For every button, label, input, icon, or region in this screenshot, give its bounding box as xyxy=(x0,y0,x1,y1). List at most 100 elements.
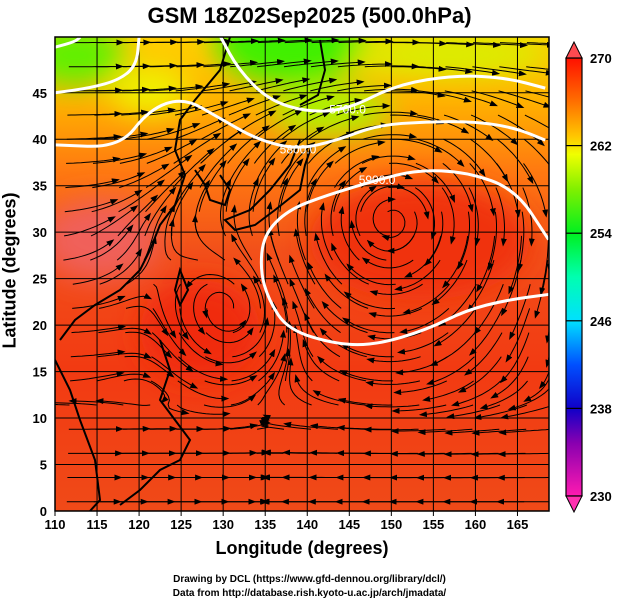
streamline xyxy=(311,37,367,44)
plot-frame xyxy=(54,36,550,512)
streamline xyxy=(201,113,252,140)
streamline xyxy=(498,90,549,108)
streamline xyxy=(394,259,441,292)
streamline xyxy=(173,132,222,164)
streamline xyxy=(145,170,186,213)
streamline xyxy=(253,275,266,333)
streamline xyxy=(253,140,288,188)
streamline xyxy=(507,388,549,411)
streamline xyxy=(340,343,394,358)
streamline xyxy=(509,284,531,340)
streamline xyxy=(171,164,206,212)
streamline xyxy=(402,283,450,315)
streamline xyxy=(64,216,116,237)
streamline xyxy=(151,332,194,372)
streamline xyxy=(192,214,226,261)
colorbar-tick-label: 246 xyxy=(590,314,612,329)
streamline xyxy=(443,138,486,177)
streamline xyxy=(471,90,525,109)
x-axis: 110 115 120 125 130 135 140 145 150 155 160 165 xyxy=(45,511,528,532)
streamline xyxy=(179,308,212,355)
streamline xyxy=(177,380,230,402)
streamline xyxy=(342,317,395,334)
x-tick-label: 110 xyxy=(45,517,66,532)
streamline xyxy=(123,378,169,404)
streamline xyxy=(304,178,317,236)
streamline xyxy=(554,43,607,44)
streamline xyxy=(393,380,447,396)
streamline xyxy=(497,451,549,458)
streamline xyxy=(248,177,259,237)
streamline xyxy=(72,263,124,285)
streamline xyxy=(153,283,177,339)
streamline xyxy=(526,66,549,70)
streamline xyxy=(368,307,423,318)
streamline xyxy=(293,324,313,382)
y-tick-label: 5 xyxy=(40,458,47,473)
streamline xyxy=(365,380,421,387)
streamline xyxy=(525,90,549,98)
streamline xyxy=(281,111,331,140)
streamline xyxy=(366,356,421,364)
streamline xyxy=(308,115,360,140)
streamline xyxy=(90,205,139,237)
streamline xyxy=(490,356,529,399)
colorbar-tick-label: 254 xyxy=(590,226,612,241)
streamline xyxy=(175,81,231,92)
streamline xyxy=(362,132,418,140)
streamline xyxy=(93,131,149,140)
streamline xyxy=(90,224,134,261)
streamline xyxy=(279,158,304,212)
contour-line xyxy=(55,99,546,149)
streamline xyxy=(399,308,450,335)
streamline xyxy=(257,58,312,68)
streamline xyxy=(97,352,152,359)
streamline xyxy=(230,204,253,261)
streamline xyxy=(415,162,455,204)
streamline xyxy=(143,205,167,261)
streamline xyxy=(363,110,419,117)
coastline-taiwan xyxy=(173,266,190,308)
streamline xyxy=(252,157,276,212)
streamline xyxy=(517,211,525,272)
streamline xyxy=(233,257,261,309)
colorbar-max-arrow xyxy=(565,40,583,59)
contour-line xyxy=(55,37,82,49)
streamline xyxy=(433,308,477,347)
streamline xyxy=(386,211,418,254)
streamline xyxy=(176,404,231,418)
streamline xyxy=(473,404,528,420)
streamline xyxy=(426,356,475,385)
coastline-philippines xyxy=(119,339,192,506)
streamline xyxy=(204,375,258,386)
colorbar-tick-label: 270 xyxy=(590,51,612,66)
streamline xyxy=(119,163,170,189)
streamline xyxy=(388,186,430,220)
streamline xyxy=(125,305,169,337)
streamline xyxy=(70,370,125,382)
streamline xyxy=(225,157,250,212)
streamline xyxy=(444,90,498,107)
streamline xyxy=(178,332,224,367)
streamline xyxy=(227,110,277,140)
streamline xyxy=(468,187,481,247)
streamline xyxy=(446,41,502,48)
streamline xyxy=(495,187,507,247)
credit-data: Data from http://database.rish.kyoto-u.a… xyxy=(172,588,447,599)
streamline xyxy=(333,166,368,212)
streamline xyxy=(193,283,208,335)
streamline xyxy=(277,177,289,236)
y-tick-label: 10 xyxy=(33,411,47,426)
streamline xyxy=(71,324,127,334)
streamline xyxy=(441,187,456,245)
streamline xyxy=(266,201,280,261)
contour-label: 5700.0 xyxy=(329,102,366,116)
streamline xyxy=(283,58,339,68)
streamline xyxy=(176,61,232,68)
streamline xyxy=(302,338,340,382)
x-axis-label: Longitude (degrees) xyxy=(215,538,389,558)
streamline xyxy=(95,86,150,93)
streamline xyxy=(473,42,528,49)
streamline xyxy=(391,90,446,98)
streamline xyxy=(457,211,470,270)
